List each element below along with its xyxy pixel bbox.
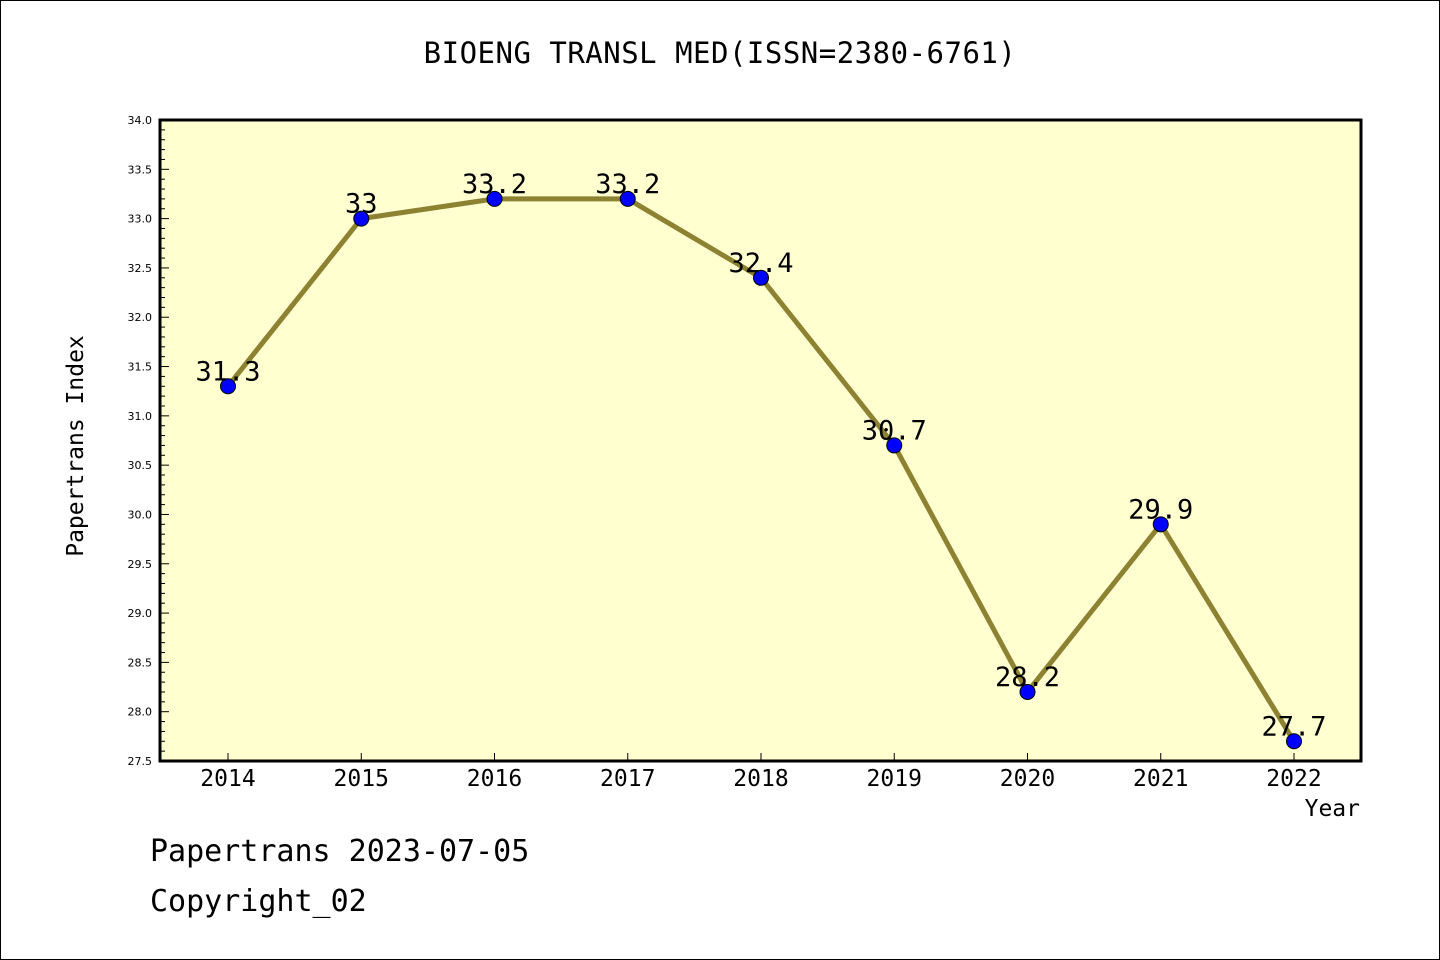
y-tick-label: 27.5 (128, 755, 153, 768)
y-tick-label: 33.0 (128, 213, 153, 226)
data-label: 29.9 (1128, 494, 1193, 525)
y-tick-label: 32.0 (128, 311, 153, 324)
data-point (220, 378, 236, 395)
plot-area (158, 118, 1363, 763)
y-tick-label: 31.5 (128, 361, 153, 374)
y-tick-label: 29.5 (128, 558, 153, 571)
data-label: 32.4 (728, 248, 793, 279)
x-tick-label: 2018 (733, 766, 788, 792)
data-label: 27.7 (1261, 711, 1326, 742)
data-label: 28.2 (995, 662, 1060, 693)
chart-title: BIOENG TRANSL MED(ISSN=2380-6761) (423, 36, 1017, 70)
footer-copyright: Copyright_02 (150, 884, 367, 919)
x-tick-label: 2016 (467, 766, 522, 792)
data-point (486, 190, 503, 207)
y-axis-label: Papertrans Index (63, 335, 89, 557)
data-label: 33.2 (462, 169, 527, 200)
data-label: 31.3 (195, 356, 260, 387)
data-point (886, 437, 903, 454)
y-tick-label: 32.5 (128, 262, 153, 275)
data-point (619, 190, 636, 207)
x-tick-label: 2019 (867, 766, 922, 792)
x-tick-label: 2020 (1000, 766, 1055, 792)
series (220, 190, 1302, 750)
data-label: 33 (345, 189, 378, 220)
y-tick-label: 28.0 (128, 706, 153, 719)
data-point (353, 210, 370, 227)
y-tick-label: 33.5 (128, 163, 153, 176)
data-point (753, 269, 769, 286)
x-tick-label: 2021 (1133, 766, 1188, 792)
y-tick-label: 30.0 (128, 508, 153, 521)
x-tick-label: 2015 (334, 766, 389, 792)
y-tick-label: 31.0 (128, 410, 153, 423)
data-point (1019, 683, 1036, 700)
x-tick-label: 2014 (200, 766, 255, 792)
x-axis: 2014 2015 2016 2017 2018 2019 2020 2021 2022 (200, 753, 1322, 792)
x-tick-label: 2017 (600, 766, 655, 792)
data-label: 30.7 (862, 415, 927, 446)
y-tick-label: 34.0 (128, 114, 153, 127)
y-tick-label: 29.0 (128, 607, 153, 620)
data-point (1152, 516, 1169, 533)
data-labels: 31.3 33 33.2 33.2 32.4 30.7 28.2 29.9 27.7 (195, 169, 1326, 742)
y-tick-label: 28.5 (128, 656, 153, 669)
y-tick-label: 30.5 (128, 459, 153, 472)
footer-date: Papertrans 2023-07-05 (150, 834, 530, 869)
data-label: 33.2 (595, 169, 660, 200)
y-axis: 27.5 28.0 28.5 29.0 29.5 30.0 30.5 31.0 31.5 32.0… (128, 114, 169, 768)
x-axis-label: Year (1304, 796, 1360, 822)
x-tick-label: 2022 (1266, 766, 1321, 792)
data-point (1286, 733, 1302, 750)
